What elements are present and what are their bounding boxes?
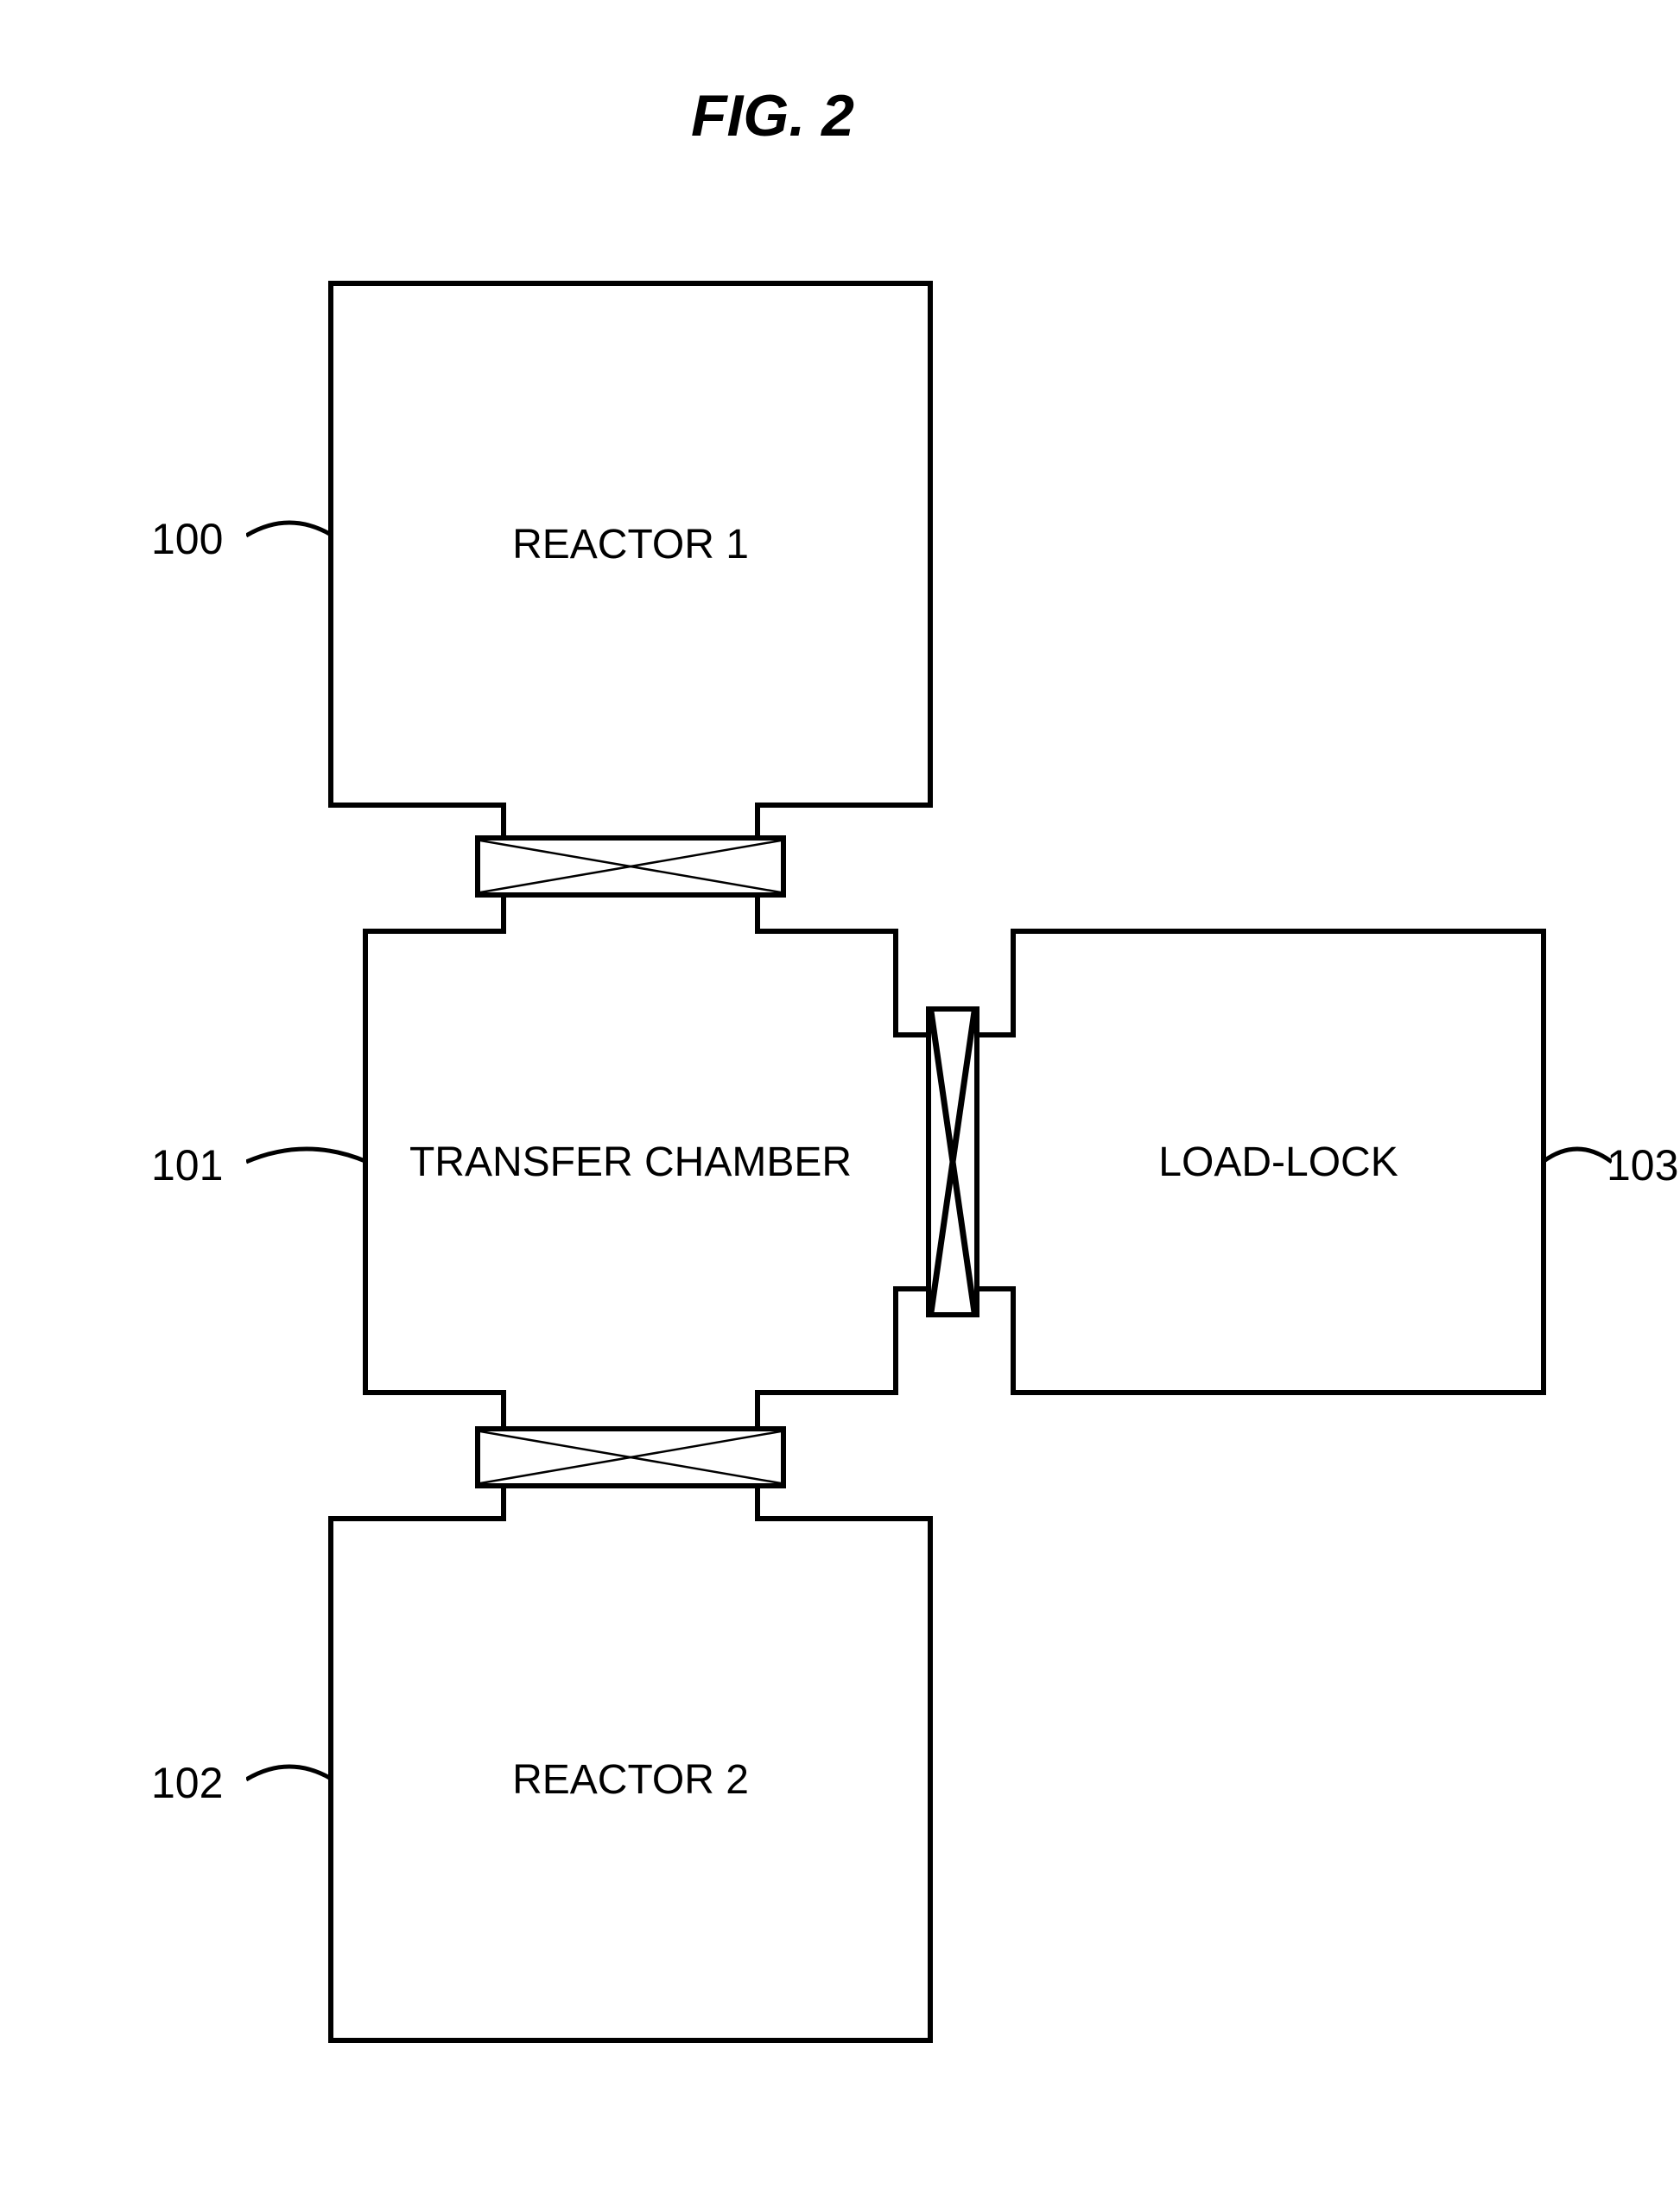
valve-top [475,835,786,898]
stub-ll-left [974,1032,1016,1291]
ref-103-label: 103 [1607,1140,1678,1190]
load-lock-label: LOAD-LOCK [1158,1139,1398,1186]
valve-right [926,1006,979,1317]
ref-103-lead [1543,1127,1612,1179]
ref-100-lead [246,501,333,553]
valve-x-icon [931,1012,974,1312]
reactor-1-box: REACTOR 1 [328,281,933,808]
stub-tc-bottom [501,1390,760,1431]
reactor-1-label: REACTOR 1 [512,521,749,568]
transfer-chamber-box: TRANSFER CHAMBER [363,929,898,1395]
stub-r2-top [501,1483,760,1521]
ref-100-label: 100 [151,514,223,564]
valve-x-icon [480,841,781,892]
page: FIG. 2 REACTOR 1 TRANSFER CHAMBER REACTO… [0,0,1680,2208]
load-lock-box: LOAD-LOCK [1011,929,1546,1395]
stub-tc-top [501,892,760,934]
ref-102-label: 102 [151,1758,223,1808]
transfer-chamber-label: TRANSFER CHAMBER [409,1139,852,1186]
reactor-2-box: REACTOR 2 [328,1516,933,2043]
ref-101-lead [246,1127,367,1179]
reactor-2-label: REACTOR 2 [512,1756,749,1804]
valve-x-icon [480,1431,781,1483]
valve-bottom [475,1426,786,1488]
figure-title: FIG. 2 [691,82,854,149]
ref-102-lead [246,1745,333,1797]
ref-101-label: 101 [151,1140,223,1190]
